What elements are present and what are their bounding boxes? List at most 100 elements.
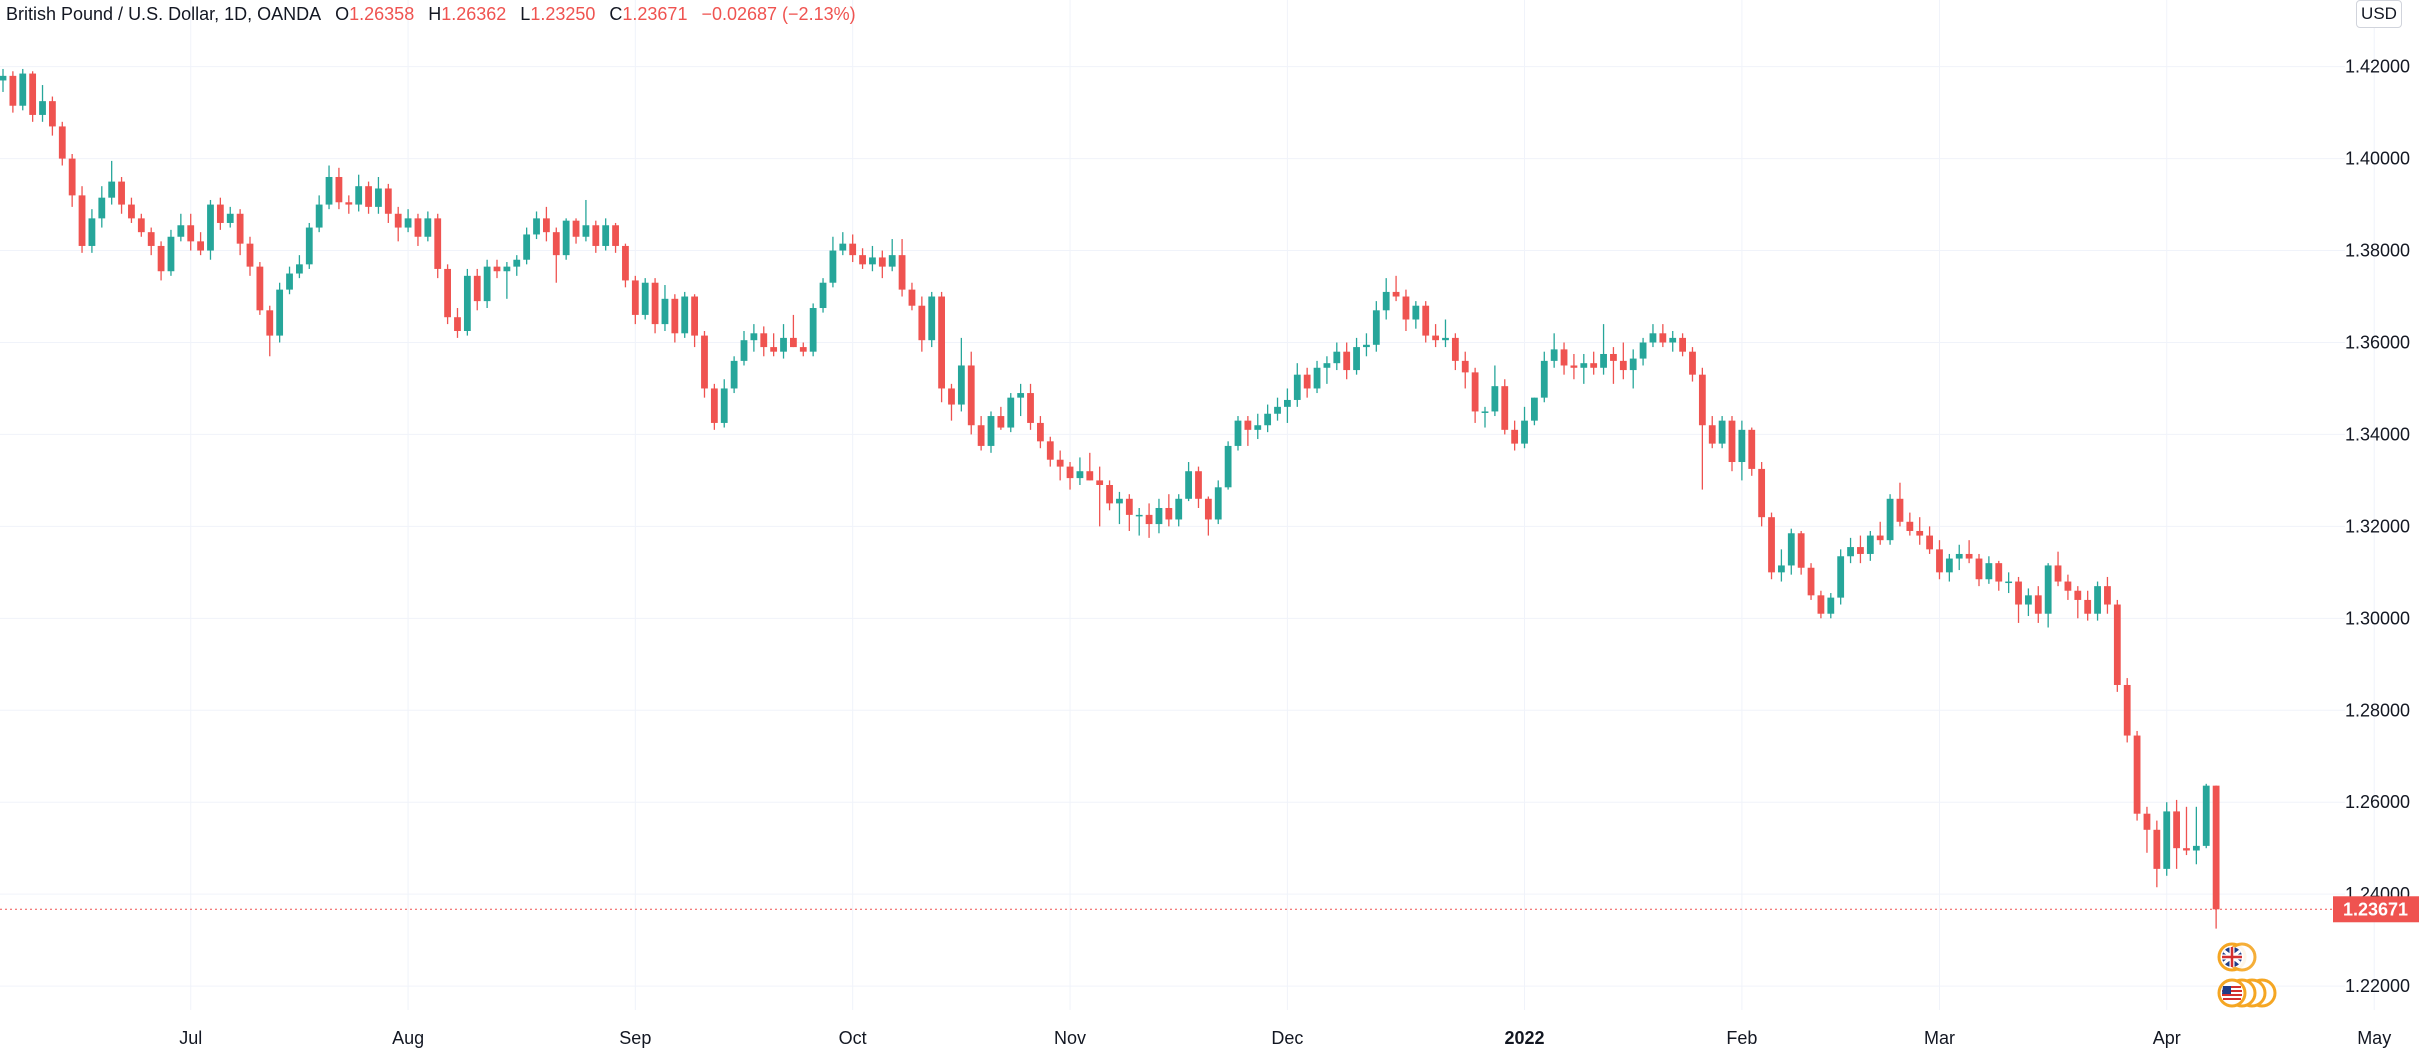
candle: [1481, 406, 1489, 428]
uk-flag-event-icon[interactable]: [2217, 942, 2257, 972]
candle: [493, 259, 501, 279]
economic-events[interactable]: [2217, 942, 2277, 1008]
candle: [948, 383, 955, 421]
price-tick-label: 1.26000: [2345, 792, 2410, 812]
candle: [444, 264, 451, 325]
candle: [2094, 581, 2101, 621]
candle: [2064, 574, 2072, 600]
candle: [1402, 289, 1410, 331]
candle: [1550, 333, 1558, 368]
candle: [1274, 397, 1281, 421]
candle: [463, 268, 471, 336]
candle: [1175, 494, 1183, 527]
candle: [1086, 452, 1094, 481]
candle: [878, 250, 886, 279]
candle: [1155, 498, 1163, 534]
candle: [1511, 420, 1519, 451]
candle: [918, 296, 926, 352]
symbol-title[interactable]: British Pound / U.S. Dollar, 1D, OANDA: [6, 4, 322, 24]
time-tick-label: 2022: [1504, 1028, 1544, 1048]
candle: [760, 326, 768, 357]
candle: [1955, 544, 1963, 571]
price-tick-label: 1.34000: [2345, 424, 2410, 444]
price-tick-label: 1.38000: [2345, 241, 2410, 261]
candle: [671, 294, 679, 343]
candle: [2202, 783, 2210, 849]
candle: [533, 211, 540, 240]
candle: [1432, 324, 1439, 348]
price-tick-label: 1.28000: [2345, 700, 2410, 720]
symbol-legend[interactable]: British Pound / U.S. Dollar, 1D, OANDA O…: [6, 4, 856, 25]
candle: [1787, 528, 1795, 575]
time-tick-label: Feb: [1726, 1028, 1757, 1048]
candle: [938, 291, 945, 403]
us-flag-event-icon[interactable]: [2217, 978, 2277, 1008]
candle: [414, 213, 422, 246]
candle: [859, 248, 866, 269]
candle: [2143, 806, 2151, 853]
candle: [523, 227, 531, 265]
candle: [1214, 480, 1222, 525]
candle: [829, 236, 837, 288]
candle: [187, 213, 195, 251]
candle: [631, 275, 639, 325]
high-value: 1.26362: [441, 4, 507, 24]
candle: [2044, 563, 2052, 628]
candle: [1827, 593, 1835, 619]
price-axis[interactable]: 1.42000 1.40000 1.38000 1.36000 1.34000 1.320…: [2345, 57, 2410, 996]
candle: [1106, 480, 1113, 511]
time-tick-label: Mar: [1924, 1028, 1955, 1048]
candle: [1926, 526, 1933, 554]
price-tick-label: 1.36000: [2345, 332, 2410, 352]
last-price-label: 1.23671: [2333, 896, 2419, 923]
candle: [1886, 494, 1894, 545]
candle: [1027, 383, 1034, 430]
price-tick-label: 1.32000: [2345, 516, 2410, 536]
candle: [1293, 363, 1301, 407]
candle: [898, 239, 906, 297]
candle: [2104, 576, 2111, 614]
candle: [384, 183, 392, 223]
currency-unit-button[interactable]: USD: [2356, 0, 2402, 28]
candle: [118, 176, 125, 214]
candle: [770, 333, 778, 357]
candle: [1096, 466, 1104, 527]
time-tick-label: Aug: [392, 1028, 424, 1048]
candle: [1768, 512, 1775, 580]
candle: [9, 71, 17, 113]
candle: [1224, 441, 1232, 490]
time-tick-label: May: [2357, 1028, 2391, 1048]
time-axis[interactable]: Jul Aug Sep Oct Nov Dec 2022 Feb Mar Apr May: [179, 1028, 2391, 1048]
candle: [1906, 512, 1914, 536]
candle: [1531, 397, 1538, 426]
candle: [1372, 301, 1380, 352]
candle: [276, 282, 284, 343]
candle: [286, 266, 293, 295]
close-value: 1.23671: [622, 4, 688, 24]
candle: [177, 213, 185, 242]
candle: [780, 324, 787, 359]
candle: [1679, 333, 1686, 357]
candle: [1461, 351, 1469, 389]
candle: [572, 218, 580, 244]
candle: [2173, 799, 2180, 869]
candle: [503, 262, 511, 299]
candle: [1422, 301, 1430, 343]
candle: [1610, 347, 1617, 384]
candle: [1017, 383, 1025, 417]
candle: [1936, 540, 1943, 580]
candle: [1471, 367, 1479, 423]
low-value: 1.23250: [530, 4, 596, 24]
time-tick-label: Dec: [1271, 1028, 1303, 1048]
high-key: H: [428, 4, 442, 24]
candle: [1442, 319, 1449, 348]
candle: [908, 282, 916, 311]
candle: [1323, 356, 1331, 384]
candle: [1185, 462, 1192, 502]
candle: [1580, 353, 1588, 384]
candle: [2123, 678, 2131, 743]
candle: [1540, 351, 1548, 403]
candle: [246, 236, 254, 276]
candle: [750, 324, 758, 352]
